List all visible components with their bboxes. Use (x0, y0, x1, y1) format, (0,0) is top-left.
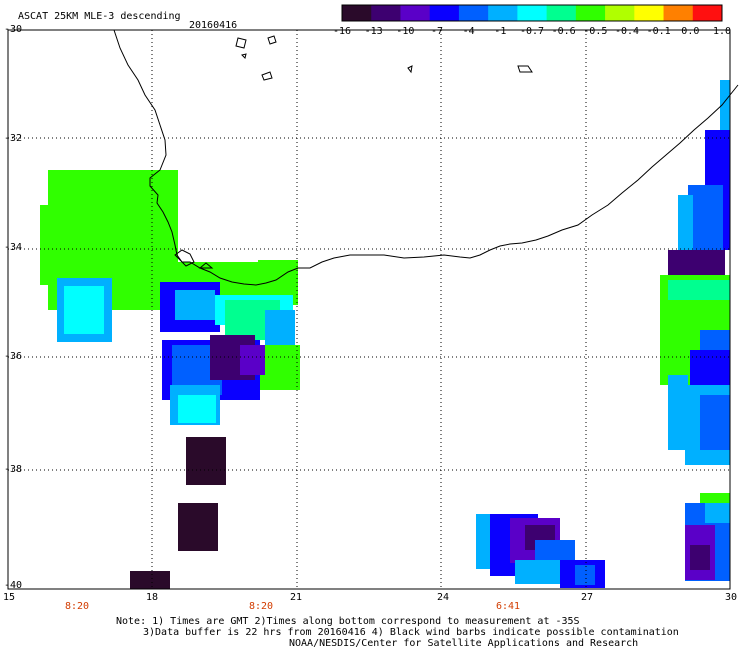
x-label: 30 (725, 592, 738, 603)
colorbar-label: 1.0 (712, 26, 732, 37)
colorbar-label: -0.7 (519, 26, 545, 37)
colorbar-label: -1 (494, 26, 507, 37)
colorbar-swatch (429, 5, 460, 21)
colorbar-swatch (342, 5, 372, 21)
colorbar-swatch (517, 5, 548, 21)
y-label: -34 (4, 242, 23, 253)
x-label: 24 (437, 592, 450, 603)
map-date: 20160416 (189, 20, 238, 31)
swath-east (660, 80, 730, 581)
x-label: 15 (3, 592, 16, 603)
time-label: 8:20 (249, 601, 274, 612)
swath-west (40, 170, 300, 589)
colorbar-swatch (546, 5, 577, 21)
x-label: 21 (290, 592, 303, 603)
colorbar-swatch (663, 5, 694, 21)
colorbar-swatch (605, 5, 635, 21)
colorbar-swatch (634, 5, 665, 21)
colorbar-label: -7 (430, 26, 444, 37)
y-label: -36 (4, 351, 23, 362)
colorbar-label: -16 (332, 26, 352, 37)
time-label: 6:41 (496, 601, 521, 612)
map-title: ASCAT 25KM MLE-3 descending (18, 11, 181, 22)
graticule (8, 30, 730, 589)
colorbar-label: -4 (462, 26, 475, 37)
y-label: -38 (4, 464, 23, 475)
colorbar-label: -0.6 (551, 26, 576, 37)
x-label: 18 (146, 592, 159, 603)
colorbar-label: 0.0 (681, 26, 700, 37)
colorbar-swatch (458, 5, 489, 21)
colorbar-swatch (400, 5, 431, 21)
colorbar-swatch (488, 5, 518, 21)
note-line-2: 3)Data buffer is 22 hrs from 20160416 4)… (143, 627, 679, 638)
colorbar-swatch (575, 5, 606, 21)
map-frame (7, 29, 731, 590)
time-label: 8:20 (65, 601, 90, 612)
colorbar-label: -10 (396, 26, 415, 37)
swath-south (476, 514, 605, 588)
note-line-1: Note: 1) Times are GMT 2)Times along bot… (116, 616, 580, 627)
colorbar-swatch (371, 5, 401, 21)
colorbar-label: -0.1 (646, 26, 671, 37)
colorbar-frame (341, 4, 723, 22)
colorbar-label: -0.5 (583, 26, 608, 37)
colorbar-label: -13 (364, 26, 383, 37)
colorbar-swatch (692, 5, 723, 21)
y-label: -32 (4, 133, 23, 144)
y-label: -40 (4, 580, 23, 591)
y-label: -30 (4, 24, 23, 35)
note-line-3: NOAA/NESDIS/Center for Satellite Applica… (289, 638, 639, 649)
colorbar (341, 4, 723, 22)
x-label: 27 (581, 592, 594, 603)
colorbar-label: -0.4 (614, 26, 640, 37)
coastline (113, 29, 739, 286)
